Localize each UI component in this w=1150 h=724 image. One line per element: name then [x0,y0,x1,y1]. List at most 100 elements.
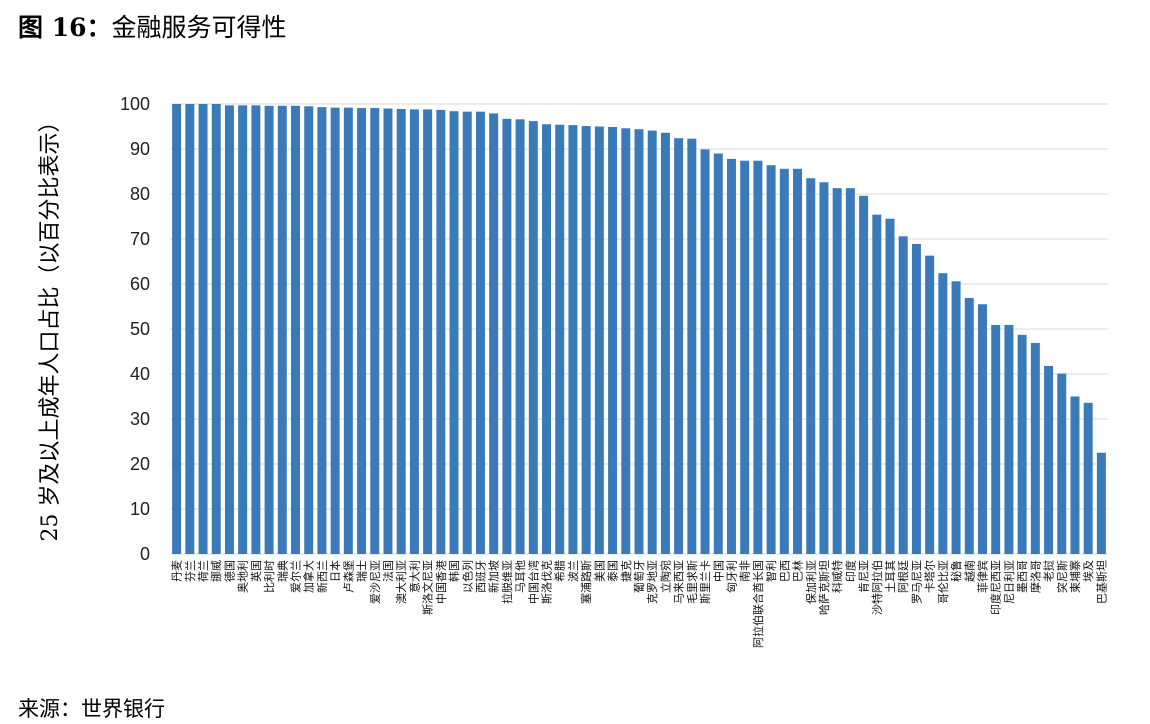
x-tick-label: 法国 [381,560,395,582]
bar [634,129,644,554]
x-tick-label: 挪威 [209,560,223,582]
bar [317,107,327,555]
bar [555,124,565,554]
bar [713,153,723,554]
bar [489,113,499,554]
x-tick-label: 中国台湾 [526,560,540,604]
y-tick-label: 20 [130,454,150,474]
x-tick-label: 科威特 [830,560,844,593]
bar [608,126,618,554]
x-tick-label: 爱尔兰 [290,560,303,593]
bar [291,105,300,555]
x-tick-label: 老挝 [1042,560,1056,582]
x-tick-label: 印度尼西亚 [989,560,1003,615]
x-tick-label: 丹麦 [171,560,184,582]
x-tick-label: 西班牙 [474,560,487,593]
x-tick-label: 哥伦比亚 [936,560,950,604]
bar-chart: 0 10 20 30 40 50 60 70 80 90 100 丹麦 芬兰 荷兰 挪威 德国 奥地利 英国 比利… [120,94,1108,648]
bar [779,168,789,555]
bar [1057,373,1067,554]
figure-title: 图 16：金融服务可得性 [18,8,287,44]
bar [581,126,591,555]
x-tick-label: 南非 [739,560,752,582]
bar [1017,334,1027,554]
y-tick-label: 100 [120,94,150,114]
y-tick-label: 30 [130,409,150,429]
y-tick-label: 10 [130,499,150,519]
x-tick-label: 中国香港 [435,560,448,604]
bar [819,182,829,555]
bar [687,138,697,554]
bar [542,124,552,554]
bar [674,138,684,554]
x-tick-label: 澳大利亚 [394,560,408,604]
bar [964,297,974,554]
x-tick-label: 匈牙利 [724,560,738,593]
x-tick-label: 保加利亚 [804,560,818,604]
bar [1004,324,1014,554]
bar [528,121,538,554]
bar [198,104,208,554]
x-tick-label: 卢森堡 [341,560,355,593]
bar [409,109,419,555]
y-tick-label: 50 [130,319,150,339]
x-tick-label: 芬兰 [184,560,197,582]
x-tick-label: 摩洛哥 [1028,560,1042,593]
bar [991,324,1001,554]
x-tick-label: 柬埔寨 [1068,560,1082,593]
bar [568,125,578,555]
x-tick-label: 卡塔尔 [924,560,937,593]
x-tick-label: 波兰 [567,560,580,582]
x-tick-label: 斯洛文尼亚 [421,560,435,615]
bar [264,105,274,555]
x-tick-label: 美国 [593,560,606,582]
bar [1030,342,1040,554]
x-tick-label: 新加坡 [487,560,501,593]
bar [343,107,353,554]
x-tick-label: 斯洛伐克 [540,560,554,604]
bar [845,188,855,554]
bar [766,165,776,554]
bar [238,105,248,554]
x-tick-label: 立陶宛 [658,560,672,593]
x-tick-label: 意大利 [407,560,421,593]
x-tick-label: 肯尼亚 [858,560,871,593]
x-tick-label: 突尼斯 [1055,560,1069,593]
bar [885,218,895,554]
x-tick-label: 拉脱维亚 [500,560,514,604]
bar [211,104,221,554]
x-tick-label: 日本 [328,560,342,582]
bar [647,130,657,555]
bar [502,118,512,554]
x-tick-label: 阿拉伯联合酋长国 [751,560,765,648]
bar [304,106,314,554]
y-tick-label: 80 [130,184,150,204]
x-tick-label: 中国 [712,560,725,582]
bar [449,111,459,554]
x-tick-label: 秘鲁 [949,560,963,582]
bar [330,107,340,554]
bar [978,304,987,554]
x-tick-label: 葡萄牙 [633,560,646,593]
x-tick-label: 克罗地亚 [646,560,659,604]
x-tick-label: 巴基斯坦 [1094,560,1108,604]
bar [172,104,182,554]
x-tick-label: 瑞典 [275,560,289,582]
x-tick-label: 奥地利 [236,560,250,593]
x-tick-label: 墨西哥 [1016,560,1029,593]
x-tick-label: 埃及 [1081,560,1095,582]
bar [872,214,882,554]
bar [911,243,921,554]
x-tick-label: 韩国 [447,560,461,582]
y-tick-label: 60 [130,274,150,294]
x-tick-label: 阿根廷 [896,560,910,593]
x-tick-label: 毛里求斯 [686,560,699,604]
y-tick-label: 90 [130,139,150,159]
bar [251,105,261,554]
x-tick-label: 德国 [222,560,236,582]
x-tick-label: 沙特阿拉伯 [870,560,884,615]
bar [793,168,803,555]
bar [925,255,935,554]
x-tick-label: 印度 [843,560,857,582]
bar [224,105,234,554]
